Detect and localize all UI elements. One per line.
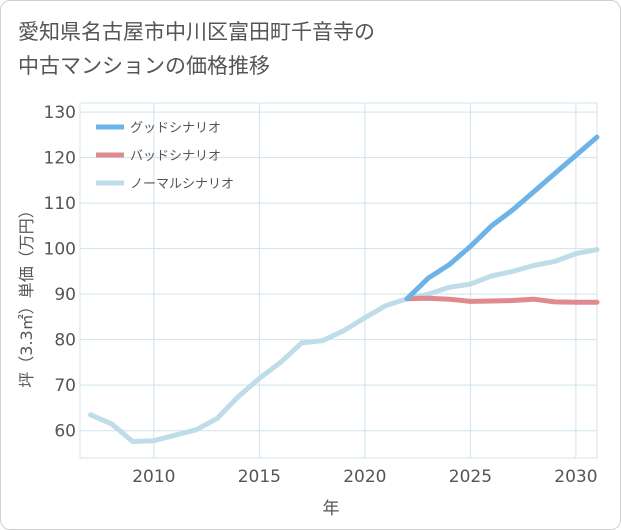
chart-title-line-2: 中古マンションの価格推移	[18, 54, 270, 78]
legend-label: グッドシナリオ	[130, 121, 221, 136]
chart-title: 愛知県名古屋市中川区富田町千音寺の 中古マンションの価格推移	[18, 15, 578, 83]
y-tick-label: 120	[44, 149, 76, 169]
chart-title-line-1: 愛知県名古屋市中川区富田町千音寺の	[18, 20, 375, 44]
y-tick-label: 70	[54, 376, 76, 396]
x-tick-label: 2010	[132, 467, 175, 487]
y-tick-label: 90	[54, 285, 76, 305]
grid	[79, 102, 598, 459]
series-line-2	[404, 295, 600, 305]
x-tick-label: 2025	[449, 467, 492, 487]
x-tick-label: 2030	[554, 467, 597, 487]
y-tick-label: 130	[44, 103, 76, 123]
axis-ticks: 60 70 80 90 100 110 120 130 2010 2015 2020 2025 2030	[44, 103, 598, 487]
y-tick-label: 80	[54, 331, 76, 351]
legend-label: ノーマルシナリオ	[130, 177, 234, 192]
y-axis-label: 坪（3.3㎡）単価（万円）	[17, 202, 36, 387]
plot-area	[79, 102, 598, 459]
series-lines	[88, 134, 600, 445]
x-tick-label: 2015	[238, 467, 281, 487]
x-tick-label: 2020	[343, 467, 386, 487]
series-line-1	[404, 134, 600, 302]
y-tick-label: 60	[54, 422, 76, 442]
y-tick-label: 100	[44, 240, 76, 260]
legend-label: バッドシナリオ	[130, 149, 221, 164]
y-tick-label: 110	[44, 194, 76, 214]
series-line-3	[88, 247, 600, 445]
x-axis-label: 年	[323, 499, 340, 519]
